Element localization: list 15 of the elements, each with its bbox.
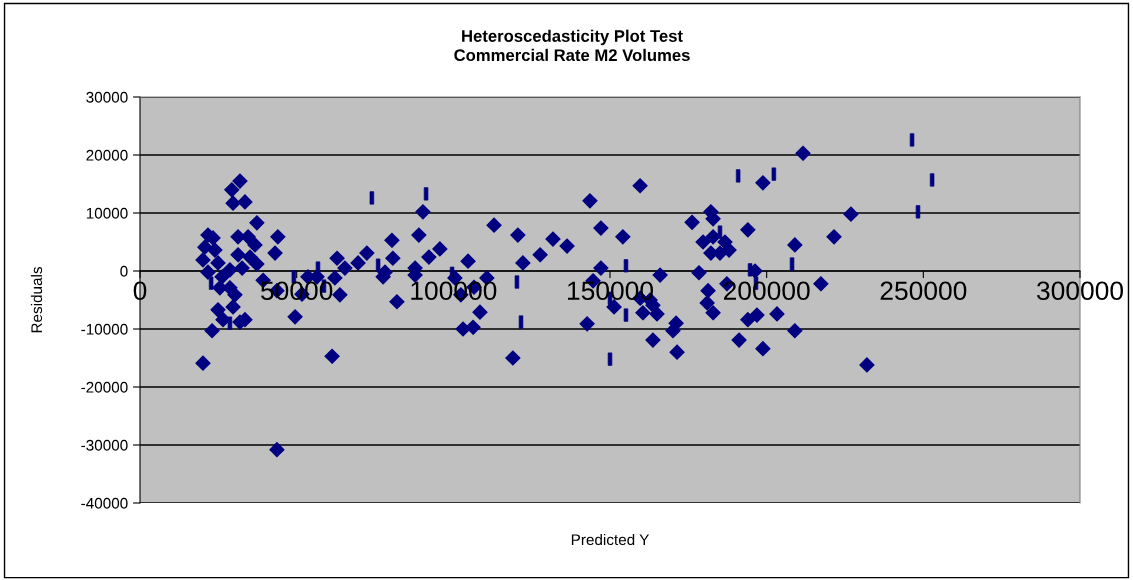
- y-tick-label: 20000: [86, 149, 128, 161]
- y-tick-label: 10000: [86, 207, 128, 219]
- x-tick-label: 200000: [723, 281, 810, 301]
- y-tick-label: -10000: [81, 323, 128, 335]
- y-axis-title: Residuals: [30, 267, 43, 333]
- y-tick-label: -20000: [81, 381, 128, 393]
- y-tick-label: -30000: [81, 439, 128, 451]
- x-tick-label: 250000: [880, 281, 967, 301]
- x-axis-title: Predicted Y: [571, 533, 650, 546]
- y-tick-label: 30000: [86, 91, 128, 103]
- chart-title: Heteroscedasticity Plot Test Commercial Rate M2 Volumes: [454, 29, 690, 62]
- y-tick-label: -40000: [81, 497, 128, 509]
- y-tick-label: 0: [120, 265, 128, 277]
- x-tick-label: 300000: [1036, 281, 1123, 301]
- x-tick-label: 150000: [567, 281, 653, 301]
